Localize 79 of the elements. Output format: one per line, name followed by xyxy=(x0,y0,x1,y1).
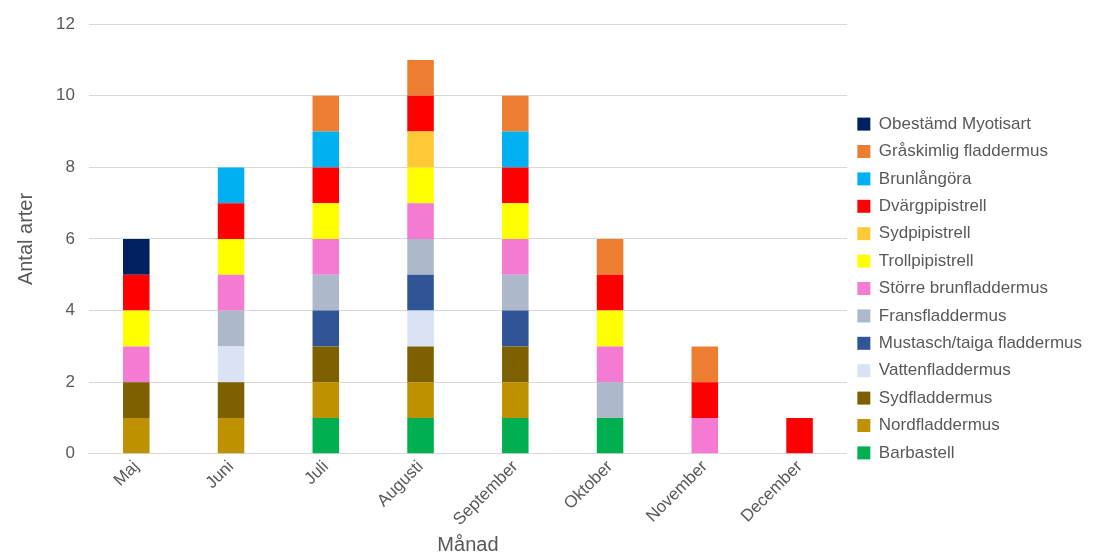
bar xyxy=(502,203,529,239)
legend-label: Vattenfladdermus xyxy=(878,360,1011,380)
bar xyxy=(123,417,150,454)
bar xyxy=(312,382,340,418)
bar xyxy=(596,238,624,275)
bar xyxy=(691,382,719,418)
bar xyxy=(502,346,529,383)
bar xyxy=(312,274,340,311)
bar xyxy=(312,203,340,239)
bar xyxy=(407,238,434,275)
bar xyxy=(502,417,529,454)
bar xyxy=(123,382,150,418)
x-tick-label: Maj xyxy=(109,456,143,490)
legend-label: Fransfladdermus xyxy=(878,305,1007,325)
bar xyxy=(217,417,245,454)
bar xyxy=(407,382,434,418)
bar xyxy=(217,167,245,204)
bar xyxy=(123,310,150,347)
x-tick-label: Juli xyxy=(300,456,332,489)
y-tick-label: 8 xyxy=(65,157,75,177)
legend-label: Sydpipistrell xyxy=(878,223,971,243)
bar xyxy=(502,310,529,347)
bar xyxy=(312,417,340,454)
bar xyxy=(217,310,245,347)
bar xyxy=(312,95,340,132)
bar xyxy=(407,274,434,311)
bar xyxy=(691,417,719,454)
bar xyxy=(502,238,529,275)
bar xyxy=(407,95,434,132)
bar xyxy=(502,131,529,168)
y-tick-label: 12 xyxy=(55,13,75,33)
legend-label: Barbastell xyxy=(878,442,955,462)
bar xyxy=(407,310,434,347)
bar xyxy=(691,346,719,383)
y-tick-label: 2 xyxy=(65,371,75,391)
bar xyxy=(502,382,529,418)
bar xyxy=(502,167,529,204)
legend-label: Nordfladdermus xyxy=(878,415,1000,435)
bar xyxy=(502,95,529,132)
bar xyxy=(596,346,624,383)
bar xyxy=(123,346,150,383)
bar xyxy=(123,238,150,275)
bar xyxy=(407,60,434,96)
y-tick-label: 0 xyxy=(65,443,75,463)
bar xyxy=(217,203,245,239)
bar xyxy=(407,417,434,454)
y-axis-title: Antal arter xyxy=(13,192,36,286)
bar xyxy=(407,167,434,204)
bar xyxy=(407,346,434,383)
bar xyxy=(123,274,150,311)
bar xyxy=(407,203,434,239)
bar xyxy=(217,274,245,311)
bar xyxy=(596,417,624,454)
bar xyxy=(786,417,813,454)
legend-label: Mustasch/taiga fladdermus xyxy=(878,332,1082,352)
y-tick-label: 4 xyxy=(65,300,75,320)
bar xyxy=(596,310,624,347)
bar xyxy=(596,274,624,311)
bar xyxy=(502,274,529,311)
bar xyxy=(407,131,434,168)
legend-label: Gråskimlig fladdermus xyxy=(878,141,1048,161)
bar xyxy=(217,346,245,383)
legend-label: Dvärgpipistrell xyxy=(878,195,987,215)
bar xyxy=(217,238,245,275)
y-tick-label: 10 xyxy=(55,85,75,105)
legend-label: Obestämd Myotisart xyxy=(878,113,1032,133)
bar xyxy=(312,310,340,347)
legend-label: Större brunfladdermus xyxy=(878,278,1048,298)
bar xyxy=(312,167,340,204)
legend-label: Brunlångöra xyxy=(878,168,973,188)
x-axis-title: Månad xyxy=(437,532,499,555)
bar xyxy=(312,346,340,383)
y-tick-label: 6 xyxy=(65,228,75,248)
bar xyxy=(596,382,624,418)
bar xyxy=(312,131,340,168)
bar xyxy=(217,382,245,418)
legend-label: Trollpipistrell xyxy=(878,250,974,270)
bar xyxy=(312,238,340,275)
legend-label: Sydfladdermus xyxy=(878,387,993,407)
